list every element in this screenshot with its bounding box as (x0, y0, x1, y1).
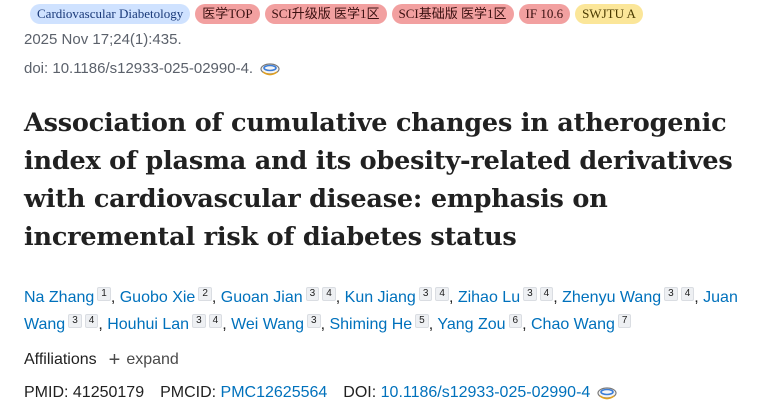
author-separator: , (110, 289, 120, 306)
author-item: Kun Jiang 3 4 (344, 286, 449, 306)
author-name-link[interactable]: Yang Zou (437, 316, 506, 333)
author-name-link[interactable]: Shiming He (329, 316, 413, 333)
author-separator: , (320, 316, 330, 333)
affiliations-expand-button[interactable]: + expand (108, 349, 179, 371)
expand-label: expand (126, 351, 179, 368)
affiliation-number[interactable]: 4 (435, 286, 449, 301)
affiliation-number[interactable]: 6 (508, 313, 523, 328)
author-item: Zhenyu Wang 3 4 (562, 286, 695, 306)
swjtu-badge: SWJTU A (575, 4, 643, 24)
author-separator: , (428, 316, 438, 333)
author-item: Chao Wang 7 (530, 313, 632, 333)
affiliation-number[interactable]: 3 (305, 286, 320, 301)
author-separator: , (211, 289, 221, 306)
author-separator: , (694, 289, 704, 306)
rank-badge-sci-basic: SCI基础版 医学1区 (391, 4, 514, 24)
author-name-link[interactable]: Kun Jiang (344, 289, 416, 306)
author-name-link[interactable]: Zihao Lu (457, 289, 521, 306)
affiliation-number[interactable]: 2 (198, 286, 212, 301)
citation-tool-icon[interactable] (259, 61, 280, 77)
author-item: Guoan Jian 3 4 (220, 286, 336, 306)
author-item: Juan Wang 3 4 (24, 289, 738, 333)
author-item: Guobo Xie 2 (119, 286, 212, 306)
author-item: Yang Zou 6 (437, 313, 523, 333)
author-name-link[interactable]: Wei Wang (231, 316, 304, 333)
journal-badge[interactable]: Cardiovascular Diabetology (30, 4, 191, 24)
author-name-link[interactable]: Guoan Jian (220, 289, 303, 306)
author-name-link[interactable]: Zhenyu Wang (562, 289, 662, 306)
author-separator: , (448, 289, 458, 306)
affiliation-number[interactable]: 3 (192, 313, 206, 328)
author-separator: , (553, 289, 563, 306)
pmcid-link[interactable]: PMC12625564 (220, 384, 328, 401)
affiliation-number[interactable]: 3 (307, 313, 321, 328)
affiliation-number[interactable]: 3 (418, 286, 433, 301)
affiliation-number[interactable]: 4 (84, 313, 99, 328)
identifiers-row: PMID: 41250179 PMCID: PMC12625564 DOI: 1… (24, 384, 617, 402)
affiliation-number[interactable]: 4 (322, 286, 336, 301)
affiliation-number[interactable]: 3 (664, 286, 678, 301)
author-name-link[interactable]: Houhui Lan (107, 316, 190, 333)
affiliation-number[interactable]: 5 (415, 313, 429, 328)
author-item: Zihao Lu 3 4 (457, 286, 554, 306)
article-title: Association of cumulative changes in ath… (24, 108, 733, 252)
affiliation-number[interactable]: 1 (97, 286, 111, 301)
citation-doi: doi: 10.1186/s12933-025-02990-4. (24, 60, 254, 77)
affiliation-number[interactable]: 3 (523, 286, 537, 301)
author-name-link[interactable]: Chao Wang (530, 316, 615, 333)
impact-factor-badge: IF 10.6 (518, 4, 571, 24)
affiliation-number[interactable]: 4 (208, 313, 223, 328)
citation-date-volume: 2025 Nov 17;24(1):435. (24, 31, 182, 48)
author-separator: , (222, 316, 232, 333)
author-item: Shiming He 5 (329, 313, 429, 333)
author-separator: , (98, 316, 108, 333)
affiliation-number[interactable]: 4 (539, 286, 554, 301)
author-separator: , (522, 316, 531, 333)
author-name-link[interactable]: Na Zhang (24, 289, 95, 306)
affiliations-row: Affiliations + expand (24, 349, 179, 371)
doi-label: DOI: (343, 384, 377, 401)
author-item: Wei Wang 3 (231, 313, 321, 333)
author-name-link[interactable]: Juan Wang (24, 289, 738, 333)
pmid-label: PMID: (24, 384, 69, 401)
author-name-link[interactable]: Guobo Xie (119, 289, 196, 306)
citation-tool-icon[interactable] (596, 385, 617, 401)
affiliation-number[interactable]: 3 (68, 313, 82, 328)
citation-doi-row: doi: 10.1186/s12933-025-02990-4. (24, 60, 280, 77)
rank-badge-top: 医学TOP (195, 4, 260, 24)
journal-badges: Cardiovascular Diabetology 医学TOP SCI升级版 … (30, 4, 643, 24)
plus-icon: + (108, 349, 121, 371)
author-item: Na Zhang 1 (24, 286, 111, 306)
affiliations-label: Affiliations (24, 351, 97, 368)
affiliation-number[interactable]: 4 (680, 286, 695, 301)
doi-link[interactable]: 10.1186/s12933-025-02990-4 (380, 384, 591, 401)
affiliation-number[interactable]: 7 (617, 313, 632, 328)
author-item: Houhui Lan 3 4 (107, 313, 223, 333)
author-list: Na Zhang 1, Guobo Xie 2, Guoan Jian 3 4, Kun… (24, 284, 774, 338)
author-separator: , (335, 289, 345, 306)
pmcid-label: PMCID: (160, 384, 217, 401)
rank-badge-sci-upgraded: SCI升级版 医学1区 (264, 4, 387, 24)
pmid-value: 41250179 (72, 384, 145, 401)
